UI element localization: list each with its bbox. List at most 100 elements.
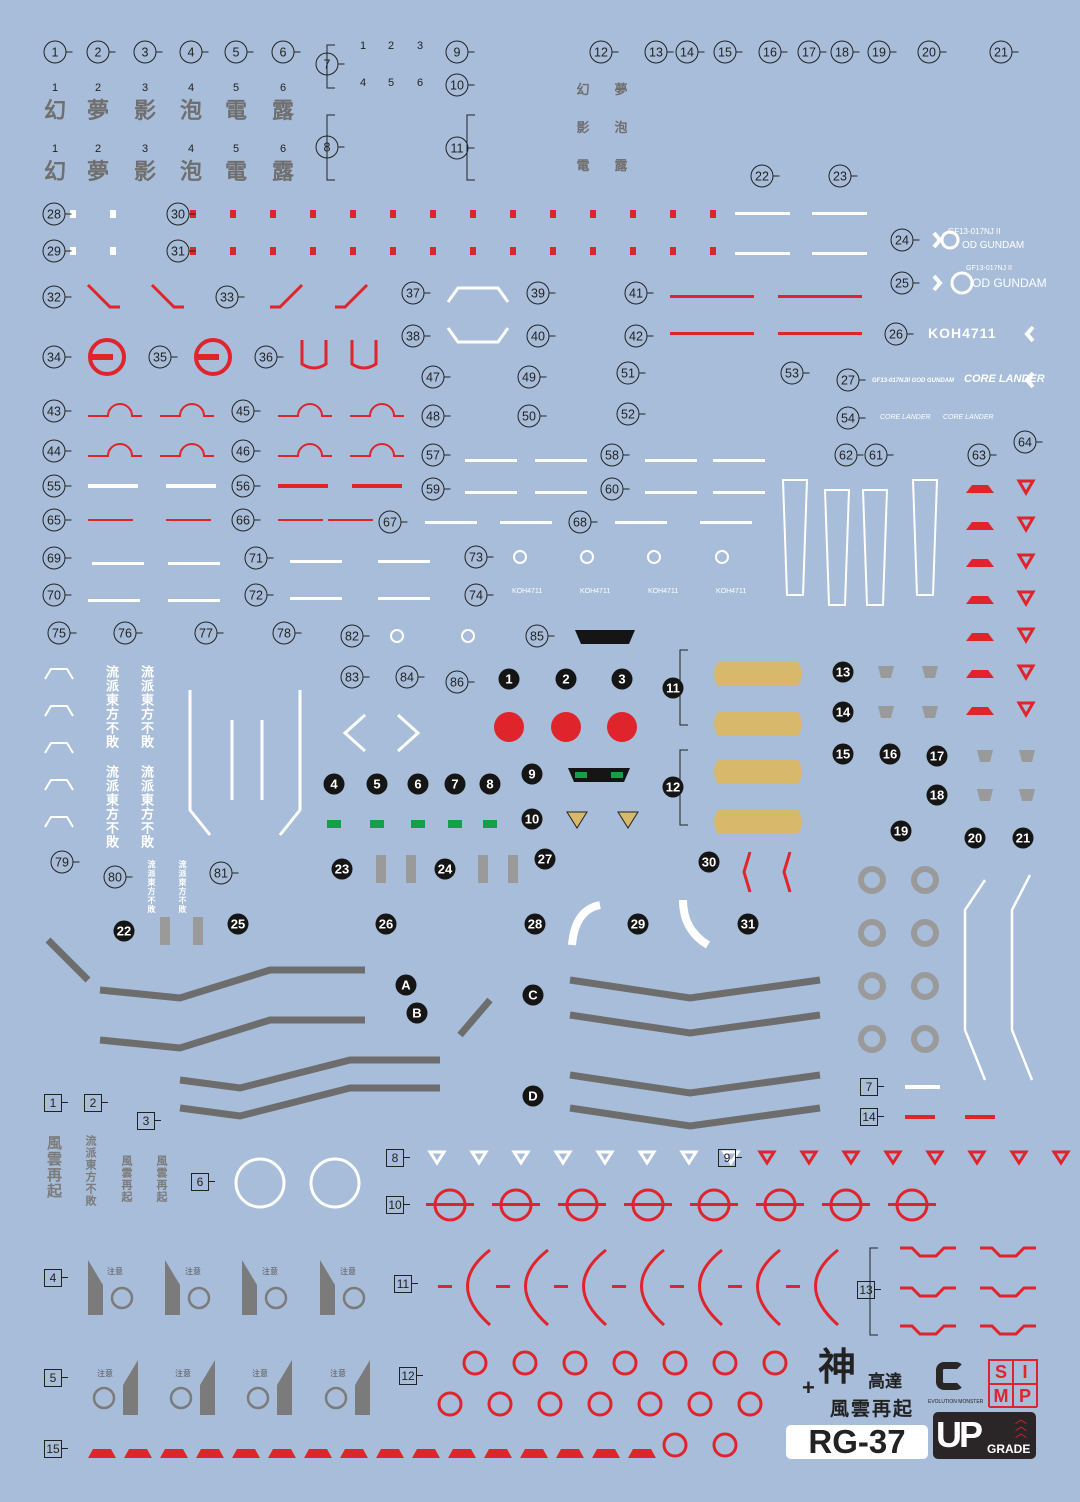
kanji-decal-small: 露 xyxy=(614,159,628,174)
black-visor-decal xyxy=(568,768,630,782)
white-stripe-decal xyxy=(713,459,765,462)
decal-number-label: 52 xyxy=(616,402,646,426)
green-decal xyxy=(448,820,462,828)
red-warning-decal xyxy=(484,1449,512,1458)
decal-square-label: 7 xyxy=(860,1078,884,1096)
decal-number-label: 66 xyxy=(231,508,261,532)
red-line-decal xyxy=(670,295,754,298)
decal-number-label: 62 xyxy=(834,443,864,467)
caution-stripe-decal xyxy=(88,519,133,521)
grey-decal xyxy=(977,789,993,801)
decal-number-label-filled: 20 xyxy=(964,827,986,849)
decal-number-label: 65 xyxy=(42,508,72,532)
kanji-decal: 電 xyxy=(224,159,248,185)
decal-number-label: 31 xyxy=(166,239,196,263)
kanji-number: 3 xyxy=(141,82,149,94)
white-trapezoid-decal xyxy=(446,286,510,303)
red-arc-decal xyxy=(524,1248,549,1327)
red-bar-decal xyxy=(822,1203,870,1206)
red-u-decal xyxy=(300,340,328,370)
decal-number-label: 1 xyxy=(43,40,73,64)
decal-number-label: 41 xyxy=(624,281,654,305)
stripe-decal xyxy=(278,484,328,488)
red-warning-decal xyxy=(966,670,994,678)
white-stripe-decal xyxy=(168,599,220,602)
grey-decal xyxy=(977,750,993,762)
grey-bar-decal xyxy=(160,917,170,945)
decal-number-label-filled: 27 xyxy=(534,848,556,870)
white-stripe-decal xyxy=(645,459,697,462)
chevron-left-icon xyxy=(1024,325,1035,343)
decal-number-label: 67 xyxy=(378,510,408,534)
red-ring-decal xyxy=(762,1350,788,1376)
kanji-decal: 影 xyxy=(133,98,157,124)
kanji-number: 2 xyxy=(94,143,102,155)
red-warning-decal xyxy=(124,1449,152,1458)
kanji-number: 1 xyxy=(51,82,59,94)
white-frame-decal xyxy=(911,479,939,596)
decal-number-label: 79 xyxy=(50,850,80,874)
decal-number-label: 36 xyxy=(254,345,284,369)
small-decal xyxy=(70,210,76,218)
decal-number-label-filled: 24 xyxy=(434,858,456,880)
grey-bar-decal xyxy=(193,917,203,945)
decal-number-label: 76 xyxy=(113,621,143,645)
decal-number-label: 14 xyxy=(675,40,705,64)
decal-number-label: 63 xyxy=(967,443,997,467)
decal-number-label-filled: 22 xyxy=(113,920,135,942)
decal-number-label-filled: 31 xyxy=(737,913,759,935)
decal-number-label: 10 xyxy=(445,73,475,97)
red-arc-decal xyxy=(278,403,332,417)
decal-number-label-filled: C xyxy=(522,984,544,1006)
stripe-decal xyxy=(812,212,867,215)
black-visor-decal xyxy=(575,630,635,644)
decal-number-label-filled: 21 xyxy=(1012,827,1034,849)
red-triangle-decal xyxy=(883,1150,903,1166)
decal-number-label: 46 xyxy=(231,439,261,463)
grey-hazard-decal xyxy=(123,1340,138,1415)
red-triangle-decal xyxy=(1009,1150,1029,1166)
caution-text: 注意 xyxy=(262,1267,278,1276)
red-warning-decal xyxy=(268,1449,296,1458)
decal-number-label: 17 xyxy=(797,40,827,64)
gf-code-text: GF13-017NJ II xyxy=(948,227,1001,236)
red-arc-decal xyxy=(582,1248,607,1327)
white-warning-decal xyxy=(44,816,74,828)
decal-number-label: 30 xyxy=(166,202,196,226)
red-bracket-decal xyxy=(782,851,792,893)
kanji-number: 6 xyxy=(279,143,287,155)
decal-number-label: 42 xyxy=(624,324,654,348)
red-warning-decal xyxy=(520,1449,548,1458)
decal-number-label: 22 xyxy=(750,164,780,188)
caution-text: 注意 xyxy=(330,1369,346,1378)
red-ring-decal xyxy=(562,1350,588,1376)
koh-marking: KOH4711 xyxy=(928,325,997,341)
decal-square-label: 10 xyxy=(386,1196,410,1214)
caution-text: 注意 xyxy=(185,1267,201,1276)
caution-stripe-decal xyxy=(328,519,373,521)
grey-ring-decal xyxy=(858,972,886,1000)
decal-number-label: 78 xyxy=(272,621,302,645)
red-dash-decal xyxy=(438,1285,452,1288)
white-warning-decal xyxy=(44,668,74,680)
decal-number-label: 56 xyxy=(231,474,261,498)
decal-square-label: 2 xyxy=(84,1094,108,1112)
red-bracket-decal xyxy=(900,1324,956,1336)
kanji-number: 5 xyxy=(232,82,240,94)
green-decal xyxy=(483,820,497,828)
red-ring-decal xyxy=(462,1350,488,1376)
decal-number-label: 18 xyxy=(830,40,860,64)
kanji-decal-small: 電 xyxy=(576,159,590,174)
upgrade-logo: UP GRADE ︿ ︿ ︿ xyxy=(933,1412,1036,1459)
small-decal xyxy=(390,210,396,218)
red-warning-decal xyxy=(412,1449,440,1458)
tan-striped-plate xyxy=(714,760,802,784)
ryuha-slogan: 流派東方不敗 xyxy=(103,765,118,849)
kanji-number: 4 xyxy=(187,82,195,94)
core-lander-prefix: GF13-017NJII GOD GUNDAM xyxy=(872,378,955,384)
white-triangle-decal xyxy=(511,1150,531,1166)
ryuha-slogan: 流派東方不敗 xyxy=(138,665,153,749)
decal-number-label-filled: 9 xyxy=(521,763,543,785)
red-triangle-decal xyxy=(967,1150,987,1166)
